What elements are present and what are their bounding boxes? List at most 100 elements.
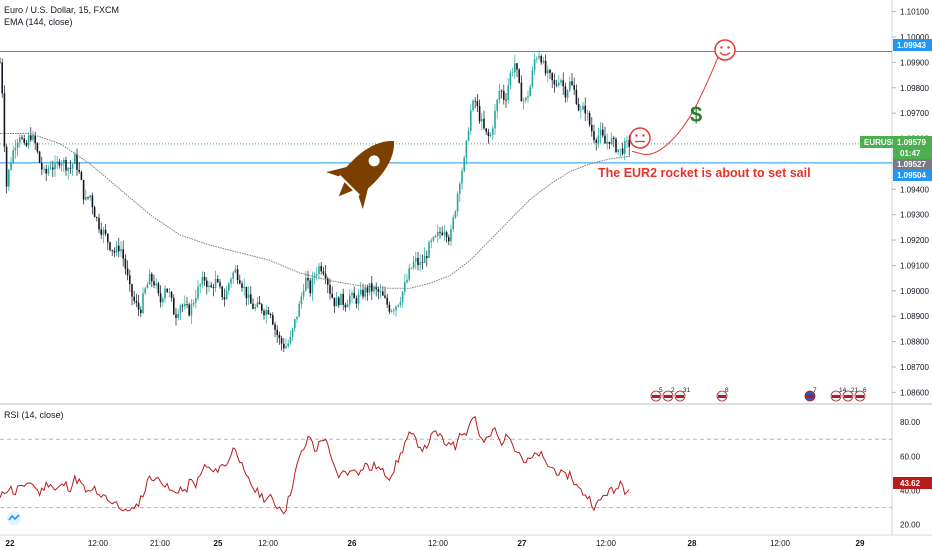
candle[interactable]	[397, 304, 399, 308]
candle[interactable]	[179, 303, 182, 320]
candle[interactable]	[547, 65, 549, 83]
candle[interactable]	[164, 285, 166, 303]
candle[interactable]	[239, 274, 241, 285]
candle[interactable]	[91, 192, 94, 215]
candle[interactable]	[353, 286, 355, 299]
forecast-curve[interactable]	[631, 57, 719, 155]
candle[interactable]	[393, 308, 395, 316]
candle[interactable]	[52, 160, 54, 178]
candle[interactable]	[408, 263, 410, 282]
candle[interactable]	[115, 241, 118, 257]
candle[interactable]	[247, 286, 250, 305]
candle[interactable]	[287, 339, 289, 349]
candle[interactable]	[291, 327, 294, 341]
candle[interactable]	[426, 250, 428, 267]
candle[interactable]	[566, 89, 569, 102]
candle[interactable]	[144, 286, 146, 296]
event-badge[interactable]: 6	[854, 387, 867, 402]
candle[interactable]	[395, 305, 397, 317]
candle[interactable]	[69, 160, 72, 174]
candle[interactable]	[371, 276, 373, 301]
candle[interactable]	[252, 298, 254, 310]
candle[interactable]	[483, 110, 485, 131]
candle[interactable]	[582, 101, 584, 111]
candle[interactable]	[23, 134, 25, 145]
candle[interactable]	[415, 251, 417, 270]
candle[interactable]	[472, 99, 474, 112]
candle[interactable]	[47, 164, 50, 176]
candle[interactable]	[441, 226, 443, 237]
candle[interactable]	[228, 282, 230, 295]
candle[interactable]	[38, 150, 41, 164]
ema-line[interactable]	[0, 132, 631, 289]
candle[interactable]	[419, 254, 421, 272]
candle[interactable]	[569, 76, 571, 93]
candle[interactable]	[410, 267, 413, 270]
candle[interactable]	[430, 238, 432, 249]
candle[interactable]	[423, 247, 426, 264]
candle[interactable]	[148, 269, 151, 285]
candle[interactable]	[65, 156, 67, 176]
candle[interactable]	[470, 104, 472, 135]
candle[interactable]	[173, 294, 175, 315]
candle[interactable]	[221, 285, 223, 301]
candle[interactable]	[613, 135, 615, 148]
candle[interactable]	[285, 338, 287, 350]
candle[interactable]	[617, 149, 619, 156]
candle[interactable]	[465, 139, 468, 165]
candle[interactable]	[54, 155, 56, 178]
candle[interactable]	[276, 325, 278, 343]
candle[interactable]	[329, 278, 331, 300]
candle[interactable]	[624, 137, 626, 161]
candle[interactable]	[107, 233, 109, 251]
candle[interactable]	[485, 128, 487, 135]
candle[interactable]	[360, 281, 362, 297]
candle[interactable]	[626, 135, 628, 149]
candle[interactable]	[232, 270, 234, 285]
candle[interactable]	[67, 167, 69, 180]
candle[interactable]	[140, 306, 142, 318]
candle[interactable]	[201, 271, 204, 288]
candle[interactable]	[316, 267, 318, 281]
candle[interactable]	[283, 338, 285, 353]
candle[interactable]	[386, 293, 388, 309]
candle[interactable]	[580, 105, 582, 119]
candle[interactable]	[443, 224, 446, 241]
candle[interactable]	[0, 57, 1, 64]
candle[interactable]	[608, 141, 611, 150]
candle[interactable]	[320, 261, 322, 275]
event-badge[interactable]: 21	[842, 387, 859, 402]
candle[interactable]	[210, 282, 212, 288]
candle[interactable]	[560, 78, 562, 86]
candle[interactable]	[628, 135, 630, 156]
candle[interactable]	[461, 167, 463, 190]
smiley-bottom-icon[interactable]	[629, 127, 651, 149]
candle[interactable]	[602, 122, 604, 138]
candle[interactable]	[450, 224, 452, 246]
candle[interactable]	[118, 237, 120, 258]
candle[interactable]	[344, 302, 347, 312]
candle[interactable]	[621, 142, 624, 156]
candle[interactable]	[331, 286, 333, 299]
candle[interactable]	[243, 278, 245, 296]
candle[interactable]	[12, 145, 14, 165]
candle[interactable]	[280, 335, 283, 351]
candle[interactable]	[74, 152, 76, 165]
rsi-axis[interactable]: 80.00 60.00 40.00 20.00	[900, 418, 921, 530]
candle[interactable]	[529, 84, 531, 97]
candle[interactable]	[49, 160, 52, 170]
event-badge[interactable]: 5	[650, 387, 663, 402]
candle[interactable]	[122, 240, 124, 267]
candle[interactable]	[452, 214, 454, 233]
candle[interactable]	[129, 269, 131, 292]
rocket-icon[interactable]	[320, 123, 412, 215]
candle[interactable]	[307, 270, 309, 289]
event-badge[interactable]: 31	[674, 387, 691, 402]
candle[interactable]	[25, 139, 28, 148]
candlestick-series[interactable]	[0, 50, 630, 353]
event-badge[interactable]: 8	[716, 387, 729, 402]
candle[interactable]	[573, 77, 575, 96]
candle[interactable]	[155, 278, 157, 289]
candle[interactable]	[58, 158, 61, 169]
